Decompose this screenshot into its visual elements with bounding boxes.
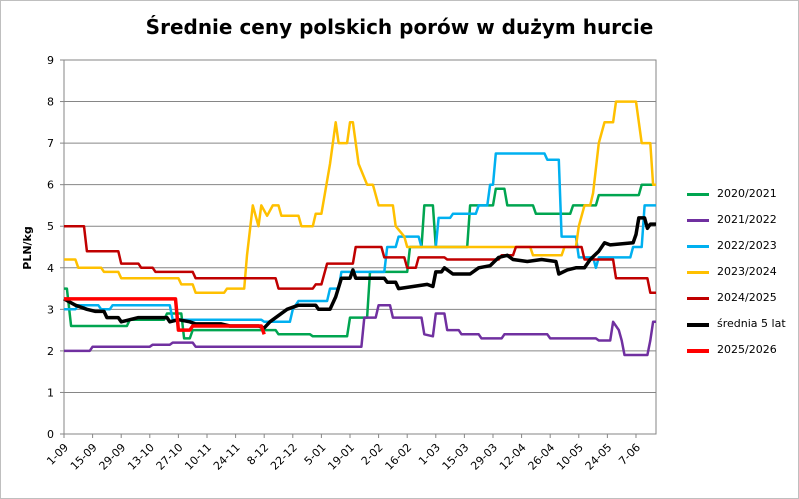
y-tick-label: 1 <box>47 386 54 399</box>
y-axis-label: PLN/kg <box>21 226 34 269</box>
x-tick-label: 10-05 <box>554 441 586 473</box>
y-tick-labels: 0 1 2 3 4 5 6 7 8 9 <box>47 54 54 441</box>
chart-title: Średnie ceny polskich porów w dużym hurc… <box>145 15 654 39</box>
legend-swatch <box>687 297 709 300</box>
legend-label: 2022/2023 <box>717 239 777 252</box>
y-tick-label: 7 <box>47 137 54 150</box>
series-lines <box>63 100 656 357</box>
plot-border <box>63 59 657 435</box>
x-tick-label: 24-05 <box>583 441 615 473</box>
series-line-2023-2024 <box>64 100 656 294</box>
x-tick-label: 19-01 <box>325 441 357 473</box>
y-tick-label: 5 <box>47 220 54 233</box>
y-tick-label: 6 <box>47 179 54 192</box>
x-tick-label: 26-04 <box>526 441 558 473</box>
x-tick-label: 27-10 <box>154 441 186 473</box>
legend-swatch <box>687 193 709 196</box>
series-line--rednia-5-lat <box>63 216 656 330</box>
x-tick-label: 16-02 <box>383 441 415 473</box>
legend-label: 2021/2022 <box>717 213 777 226</box>
x-tick-label: 24-11 <box>211 441 243 473</box>
legend-label: 2025/2026 <box>717 343 777 356</box>
x-tick-label: 10-11 <box>182 441 214 473</box>
y-tick-label: 3 <box>47 303 54 316</box>
x-tick-label: 29-09 <box>97 441 129 473</box>
x-tick-label: 29-03 <box>468 441 500 473</box>
legend-label: 2024/2025 <box>717 291 777 304</box>
y-tick-label: 2 <box>47 345 54 358</box>
y-tick-label: 8 <box>47 96 54 109</box>
y-tick-label: 4 <box>47 262 54 275</box>
x-tick-label: 13-10 <box>125 441 157 473</box>
legend-label: 2020/2021 <box>717 187 777 200</box>
x-tick-label: 12-04 <box>497 441 529 473</box>
series-line-2024-2025 <box>64 224 656 294</box>
series-line-2020-2021 <box>64 183 656 340</box>
axes <box>60 59 657 438</box>
y-tick-label: 0 <box>47 428 54 441</box>
x-tick-label: 15-03 <box>440 441 472 473</box>
grid <box>64 59 656 393</box>
x-tick-label: 15-09 <box>68 441 100 473</box>
legend-swatch <box>687 349 709 353</box>
series-line-2021-2022 <box>64 303 656 357</box>
series-line-2022-2023 <box>64 152 656 324</box>
legend-swatch <box>687 245 709 248</box>
x-tick-label: 7-06 <box>616 441 643 468</box>
x-tick-label: 22-12 <box>268 441 300 473</box>
legend-label: 2023/2024 <box>717 265 777 278</box>
legend-swatch <box>687 219 709 222</box>
legend-swatch <box>687 271 709 274</box>
series-line-2025-2026 <box>64 297 266 335</box>
legend-swatch <box>687 323 709 327</box>
y-tick-label: 9 <box>47 54 54 67</box>
legend-label: średnia 5 lat <box>717 317 786 330</box>
